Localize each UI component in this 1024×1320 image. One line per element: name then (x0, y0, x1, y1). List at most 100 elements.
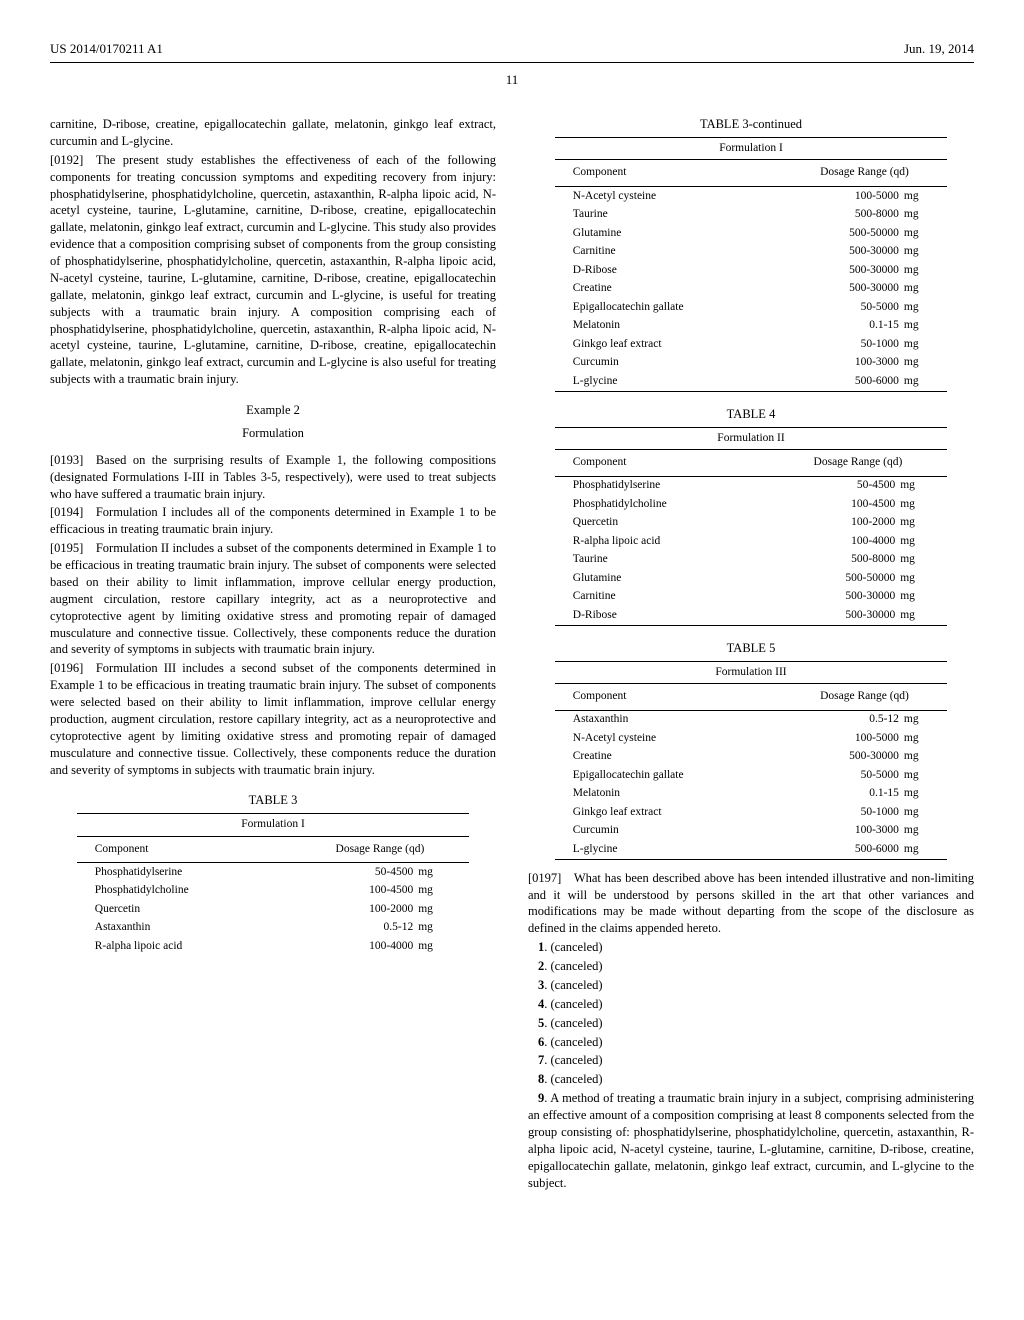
cell-component: R-alpha lipoic acid (77, 937, 291, 956)
claim-1: 1. (canceled) (528, 939, 974, 956)
table-5-caption: TABLE 5 (528, 640, 974, 657)
cell-unit: mg (415, 919, 469, 938)
cell-range: 100-2000 (769, 514, 898, 533)
content-columns: carnitine, D-ribose, creatine, epigalloc… (50, 116, 974, 1193)
cell-component: Phosphatidylcholine (77, 882, 291, 901)
cell-component: N-Acetyl cysteine (555, 187, 782, 206)
cell-component: Creatine (555, 748, 782, 767)
cell-unit: mg (897, 495, 947, 514)
cell-range: 0.1-15 (782, 785, 901, 804)
claim-3: 3. (canceled) (528, 977, 974, 994)
cell-unit: mg (901, 785, 947, 804)
cell-unit: mg (897, 569, 947, 588)
example-2-sub: Formulation (50, 425, 496, 442)
cell-range: 0.5-12 (782, 710, 901, 729)
cell-component: L-glycine (555, 372, 782, 391)
cell-component: Melatonin (555, 785, 782, 804)
table-row: Ginkgo leaf extract50-1000mg (555, 803, 947, 822)
cell-component: Creatine (555, 280, 782, 299)
cell-range: 100-4000 (769, 532, 898, 551)
table-3cont-caption: TABLE 3-continued (528, 116, 974, 133)
cell-component: Melatonin (555, 317, 782, 336)
cell-unit: mg (897, 514, 947, 533)
table-row: Epigallocatechin gallate50-5000mg (555, 298, 947, 317)
table-3-title: Formulation I (77, 814, 469, 837)
cell-component: Carnitine (555, 588, 769, 607)
claims-section: 1. (canceled) 2. (canceled) 3. (canceled… (528, 939, 974, 1191)
cell-unit: mg (897, 532, 947, 551)
cell-component: Astaxanthin (77, 919, 291, 938)
cell-range: 500-30000 (782, 748, 901, 767)
claim-5: 5. (canceled) (528, 1015, 974, 1032)
cell-range: 500-6000 (782, 372, 901, 391)
cell-range: 500-8000 (782, 206, 901, 225)
cell-unit: mg (897, 588, 947, 607)
cell-range: 500-30000 (782, 243, 901, 262)
table-row: Phosphatidylserine50-4500mg (555, 476, 947, 495)
claim-2: 2. (canceled) (528, 958, 974, 975)
patent-number: US 2014/0170211 A1 (50, 40, 163, 58)
page-number: 11 (50, 71, 974, 89)
cell-unit: mg (901, 224, 947, 243)
cell-range: 500-6000 (782, 840, 901, 859)
cell-unit: mg (901, 354, 947, 373)
cell-range: 500-30000 (782, 280, 901, 299)
th-component: Component (555, 450, 769, 477)
table-row: D-Ribose500-30000mg (555, 606, 947, 625)
cell-unit: mg (415, 937, 469, 956)
para-0193: [0193] Based on the surprising results o… (50, 452, 496, 503)
th-dosage: Dosage Range (qd) (291, 836, 470, 863)
left-column: carnitine, D-ribose, creatine, epigalloc… (50, 116, 496, 1193)
cell-unit: mg (897, 551, 947, 570)
table-5-title: Formulation III (555, 661, 947, 684)
cell-range: 100-3000 (782, 354, 901, 373)
cell-range: 50-5000 (782, 766, 901, 785)
table-row: Astaxanthin0.5-12mg (555, 710, 947, 729)
cell-component: Phosphatidylserine (555, 476, 769, 495)
table-row: L-glycine500-6000mg (555, 372, 947, 391)
para-0194: [0194] Formulation I includes all of the… (50, 504, 496, 538)
cell-component: L-glycine (555, 840, 782, 859)
cell-unit: mg (901, 822, 947, 841)
th-dosage: Dosage Range (qd) (782, 684, 947, 711)
cell-unit: mg (901, 710, 947, 729)
table-row: Creatine500-30000mg (555, 280, 947, 299)
claim-8: 8. (canceled) (528, 1071, 974, 1088)
cell-range: 500-30000 (769, 588, 898, 607)
table-4-title: Formulation II (555, 427, 947, 450)
table-3-caption: TABLE 3 (50, 792, 496, 809)
table-row: L-glycine500-6000mg (555, 840, 947, 859)
cell-range: 100-5000 (782, 187, 901, 206)
table-row: Curcumin100-3000mg (555, 354, 947, 373)
cell-component: Astaxanthin (555, 710, 782, 729)
patent-date: Jun. 19, 2014 (904, 40, 974, 58)
cell-range: 0.5-12 (291, 919, 416, 938)
claim-6: 6. (canceled) (528, 1034, 974, 1051)
cell-unit: mg (901, 187, 947, 206)
cell-range: 0.1-15 (782, 317, 901, 336)
table-5: Formulation III Component Dosage Range (… (555, 661, 947, 860)
table-row: Astaxanthin0.5-12mg (77, 919, 469, 938)
cell-unit: mg (901, 729, 947, 748)
cell-component: Ginkgo leaf extract (555, 335, 782, 354)
cell-component: N-Acetyl cysteine (555, 729, 782, 748)
table-row: Phosphatidylserine50-4500mg (77, 863, 469, 882)
table-4-caption: TABLE 4 (528, 406, 974, 423)
cell-unit: mg (901, 803, 947, 822)
cell-component: Ginkgo leaf extract (555, 803, 782, 822)
table-row: Quercetin100-2000mg (555, 514, 947, 533)
cell-component: Epigallocatechin gallate (555, 298, 782, 317)
cell-unit: mg (901, 298, 947, 317)
cell-component: Glutamine (555, 569, 769, 588)
cell-range: 500-50000 (769, 569, 898, 588)
frag-continuation: carnitine, D-ribose, creatine, epigalloc… (50, 116, 496, 150)
table-row: Melatonin0.1-15mg (555, 317, 947, 336)
cell-component: Curcumin (555, 354, 782, 373)
page-header: US 2014/0170211 A1 Jun. 19, 2014 (50, 40, 974, 58)
table-3cont-title: Formulation I (555, 137, 947, 160)
th-component: Component (77, 836, 291, 863)
cell-component: Glutamine (555, 224, 782, 243)
table-row: D-Ribose500-30000mg (555, 261, 947, 280)
table-row: N-Acetyl cysteine100-5000mg (555, 729, 947, 748)
table-row: Curcumin100-3000mg (555, 822, 947, 841)
